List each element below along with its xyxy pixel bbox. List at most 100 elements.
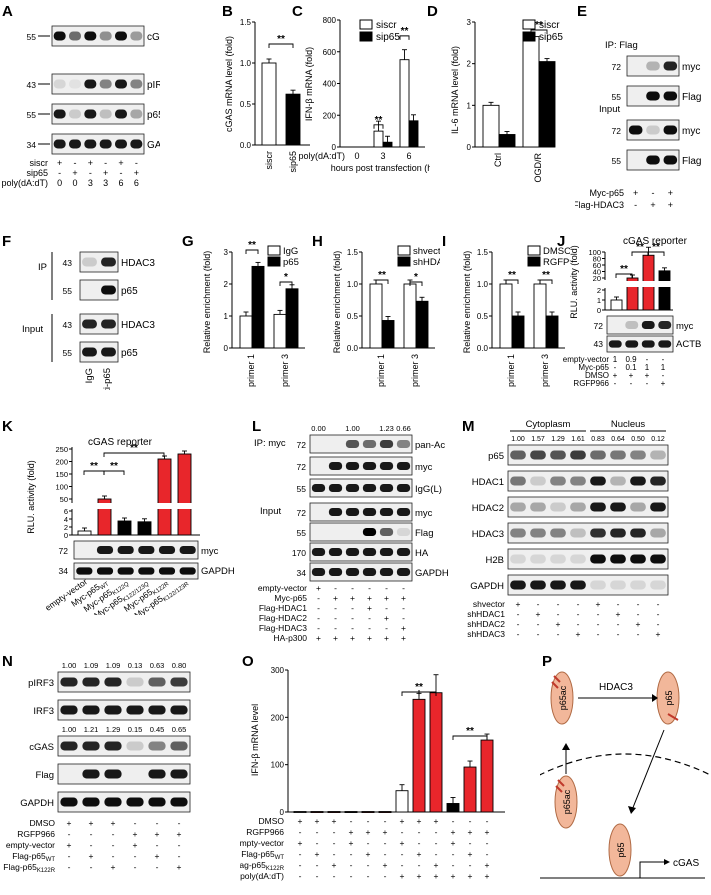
panel-l-blot-iggl-2-band [379,483,394,493]
panel-m-row-val: - [517,629,520,639]
panel-b-sig-bracket [268,43,294,48]
panel-d-xtick-label: OGD/R [533,153,543,183]
panel-n-blot-pirf3-band [148,677,166,687]
panel-g-figure: G 0 1 2 3 Relative enrichment (fold) primer 1 p… [182,233,305,387]
I-legend-swatch [527,256,541,267]
panel-n-row-val: + [67,840,72,850]
H-sig-bracket [409,281,423,286]
panel-e-blot-label: myc [682,126,700,137]
panel-k-blot-myc [73,540,199,560]
panel-j-blot-actb-band [625,340,639,348]
panel-d-ytick-label: 1 [467,101,472,110]
panel-n-blot-irf3 [57,699,191,721]
panel-p-arrowhead [628,806,636,814]
panel-o-row-val: - [401,860,404,870]
panel-o-row-val: - [384,871,387,881]
panel-o-sig-label: ** [415,682,423,693]
panel-n-row-val: + [111,818,116,828]
panel-n-blot-cgas-band [170,741,188,751]
panel-n-row-val: - [112,851,115,861]
panel-p-nuclear-membrane [540,753,711,777]
panel-o-row-val: + [417,816,422,826]
panel-j-row-val: 1 [661,363,666,372]
panel-f-marker: 43 [63,258,73,268]
panel-o-row-val: - [350,860,353,870]
panel-a-blot-gapdh-frame [51,133,145,155]
panel-m-row-val: - [617,629,620,639]
H-bar [415,300,429,349]
panel-h-figure: H 0.0 0.5 1.0 1.5 Relative enrichment (fold) p… [312,233,440,387]
panel-d-bar [538,61,556,148]
panel-m-blot-gapdh-band [610,580,626,590]
panel-m-blot-h2b-band [530,554,546,564]
panel-c-xtick-label: 6 [406,151,411,161]
panel-c-figure: C 0 200 400 600 800 IFN-β mRNA (fold) 0 3 6 poly(d… [292,3,430,173]
panel-l-blot-myc-1-band [379,461,394,471]
panel-l-blot-myc-1 [309,456,413,476]
panel-o-bar [344,811,358,813]
panel-o-row-val: - [418,838,421,848]
I-xtick-label: primer 1 [506,354,516,387]
panel-o-row-val: - [316,871,319,881]
panel-l-marker: 72 [297,462,307,472]
panel-n-row-val: + [133,840,138,850]
panel-c-xtick-label: 0 [354,151,359,161]
panel-e-row-val: - [634,200,637,210]
panel-m-blot-label: HDAC3 [472,529,504,540]
panel-m-row-val: - [537,599,540,609]
panel-n-row-val: - [178,818,181,828]
panel-m-blot-h2b-band [590,554,606,564]
panel-l-row-label: Flag-HDAC2 [259,613,307,623]
panel-i-figure: I 0.0 0.5 1.0 1.5 Relative enrichment (fold) p… [442,233,570,387]
panel-m-blot-hdac3-band [510,528,526,538]
panel-d-legend-swatch [522,19,536,30]
panel-a-letter: A [2,3,13,20]
panel-o-row-val: - [486,849,489,859]
panel-b-ylabel: cGAS mRNA level (fold) [224,36,234,132]
panel-l-row-val: - [334,603,337,613]
panel-a-blot-pirf3-band [130,79,143,89]
panel-l-blot-myc-3-band [328,507,343,517]
panel-j-blot-actb-frame [606,335,674,353]
panel-p-p65-bottom [608,823,632,877]
panel-e-marker: 72 [612,126,622,136]
panel-c-sig-label: ** [401,26,409,37]
panel-m-row-label: shHDAC2 [467,619,505,629]
panel-o-row-val: - [384,849,387,859]
panel-o-row-val: - [401,849,404,859]
panel-f-blot-label: HDAC3 [121,258,155,269]
panel-l-quant: 1.23 [379,424,394,433]
panel-a-blot-cgas [51,25,145,47]
panel-f-marker: 43 [63,320,73,330]
panel-a-blot-p65-frame [51,103,145,125]
panel-c-ylabel: IFN-β mRNA (fold) [304,47,314,121]
panel-m-row-val: + [636,619,641,629]
panel-p-arrowhead [664,859,670,865]
panel-d-ytick-label: 0 [467,143,472,152]
panel-m-row-val: - [577,619,580,629]
panel-n-row-val: - [134,851,137,861]
panel-j-row-label: RGFP966 [573,379,609,388]
panel-a-blot-p65-band [115,109,127,119]
panel-g-letter: G [182,233,194,250]
H-bar [403,283,417,349]
panel-f-blot-hdac3-0 [79,251,119,273]
panel-m-blot-hdac1-band [510,476,526,486]
panel-n-quant: 0.15 [128,725,143,734]
panel-j-blot-myc-band [625,320,639,330]
panel-j-row-label: Myc-p65 [578,363,609,372]
panel-m-row-val: + [556,619,561,629]
panel-m-blot-hdac3-frame [507,522,669,544]
panel-j-ytick-label: 20 [593,274,601,283]
panel-k-sig-label: ** [110,461,118,472]
panel-j-blot-actb-band [608,340,622,348]
H-sig-bracket [375,279,389,284]
panel-n-blot-pirf3 [57,671,191,693]
panel-f-blot-p65-1-band [101,285,116,295]
panel-l-marker: 72 [297,440,307,450]
G-legend-swatch [267,256,281,267]
